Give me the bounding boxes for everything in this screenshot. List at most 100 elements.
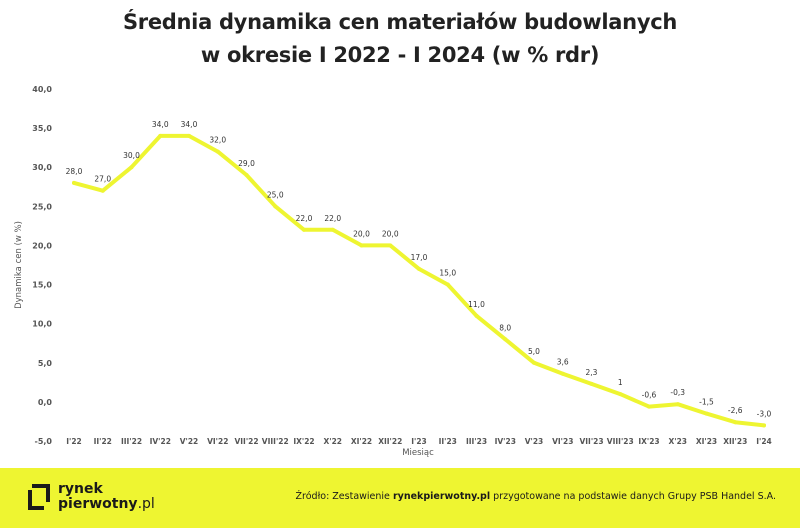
data-point <box>532 360 536 365</box>
data-point <box>72 180 76 185</box>
source-suffix: przygotowane na podstawie danych Grupy P… <box>490 491 776 502</box>
x-tick-label: VI'23 <box>552 437 573 446</box>
logo-line2: pierwotny.pl <box>58 497 155 512</box>
data-point <box>129 165 134 170</box>
data-label: -1,5 <box>699 398 714 407</box>
x-tick-label: IX'23 <box>638 437 659 446</box>
data-point <box>503 337 508 342</box>
source-bold: rynekpierwotny.pl <box>392 491 491 502</box>
data-label: 1 <box>618 378 623 387</box>
data-label: 5,0 <box>528 347 540 356</box>
chart-title-line2: w okresie I 2022 - I 2024 (w % rdr) <box>200 43 600 67</box>
logo-line1: rynek <box>58 481 103 497</box>
x-tick-label: V'23 <box>525 437 544 446</box>
data-point <box>618 392 623 397</box>
y-tick-label: 25,0 <box>32 202 52 211</box>
data-label: 22,0 <box>324 214 341 223</box>
x-tick-label: II'23 <box>439 437 457 446</box>
data-label: 11,0 <box>468 300 485 309</box>
logo-text: rynek pierwotny.pl <box>58 482 155 512</box>
x-tick-label: X'22 <box>323 437 342 446</box>
data-label: 22,0 <box>296 214 313 223</box>
source-note: Źródło: Zestawienie rynekpierwotny.pl pr… <box>296 491 776 502</box>
y-axis-label: Dynamika cen (w %) <box>14 221 24 309</box>
series-line <box>72 133 766 428</box>
data-label: 27,0 <box>94 175 111 184</box>
data-point <box>474 313 479 318</box>
x-tick-label: VIII'22 <box>262 437 289 446</box>
data-point <box>359 243 364 248</box>
x-tick-label: VII'23 <box>579 437 603 446</box>
data-point <box>187 133 191 138</box>
data-point <box>704 411 709 416</box>
data-point <box>158 133 163 138</box>
data-label: 32,0 <box>209 136 226 145</box>
x-tick-label: XI'23 <box>696 437 717 446</box>
x-tick-label: VI'22 <box>207 437 228 446</box>
data-label: 25,0 <box>267 190 284 199</box>
y-tick-label: 30,0 <box>32 163 52 172</box>
logo-line2-suffix: .pl <box>137 496 155 512</box>
logo-mark-icon <box>28 484 50 510</box>
data-point <box>417 266 421 271</box>
x-tick-label: XII'22 <box>378 437 402 446</box>
data-point <box>388 243 393 248</box>
x-tick-label: I'23 <box>411 437 427 446</box>
data-point <box>675 402 680 407</box>
data-label: -0,6 <box>642 391 657 400</box>
data-point <box>244 173 249 178</box>
x-tick-label: XI'22 <box>351 437 372 446</box>
data-point <box>302 227 306 232</box>
x-tick-label: IX'22 <box>293 437 314 446</box>
data-label: 15,0 <box>439 269 456 278</box>
chart-title: Średnia dynamika cen materiałów budowlan… <box>0 6 800 72</box>
x-tick-label: X'23 <box>668 437 687 446</box>
y-tick-label: 10,0 <box>32 320 52 329</box>
data-point <box>445 282 450 287</box>
data-point <box>647 404 651 409</box>
y-tick-label: 20,0 <box>32 241 52 250</box>
data-label: 30,0 <box>123 151 140 160</box>
data-label: 2,3 <box>586 368 598 377</box>
data-label: 34,0 <box>152 120 169 129</box>
logo-line2-bold: pierwotny <box>58 496 138 512</box>
y-tick-label: 0,0 <box>38 398 53 407</box>
y-tick-label: 5,0 <box>38 359 53 368</box>
x-tick-label: IV'23 <box>495 437 516 446</box>
data-point <box>762 423 766 428</box>
brand-logo[interactable]: rynek pierwotny.pl <box>28 482 155 512</box>
x-tick-label: IV'22 <box>150 437 171 446</box>
x-tick-label: III'22 <box>121 437 142 446</box>
data-label: 34,0 <box>181 120 198 129</box>
x-tick-label: V'22 <box>180 437 199 446</box>
data-label: 28,0 <box>66 167 83 176</box>
data-point <box>560 371 565 376</box>
x-tick-label: VII'22 <box>234 437 258 446</box>
x-tick-label: XII'23 <box>723 437 747 446</box>
data-point <box>330 227 335 232</box>
line-chart: -5,00,05,010,015,020,025,030,035,040,0Dy… <box>14 85 772 458</box>
y-tick-label: 35,0 <box>32 124 52 133</box>
data-label: 8,0 <box>499 323 511 332</box>
data-point <box>215 149 220 154</box>
chart-title-line1: Średnia dynamika cen materiałów budowlan… <box>122 10 678 34</box>
data-point <box>273 204 278 209</box>
footer-bar: rynek pierwotny.pl Źródło: Zestawienie r… <box>0 468 800 528</box>
data-label: -0,3 <box>670 388 685 397</box>
y-tick-label: 40,0 <box>32 85 52 94</box>
data-point <box>589 381 594 386</box>
data-label: -2,6 <box>728 406 743 415</box>
data-label: 20,0 <box>353 229 370 238</box>
data-point <box>733 420 738 425</box>
data-point <box>100 188 105 193</box>
x-tick-label: II'22 <box>94 437 112 446</box>
y-tick-label: -5,0 <box>35 437 53 446</box>
data-label: -3,0 <box>757 409 772 418</box>
y-tick-label: 15,0 <box>32 281 52 290</box>
data-label: 20,0 <box>382 229 399 238</box>
x-tick-label: I'22 <box>66 437 82 446</box>
x-tick-label: VIII'23 <box>607 437 634 446</box>
x-axis-label: Miesiąc <box>402 448 434 458</box>
data-label: 3,6 <box>557 358 569 367</box>
x-tick-label: I'24 <box>756 437 772 446</box>
